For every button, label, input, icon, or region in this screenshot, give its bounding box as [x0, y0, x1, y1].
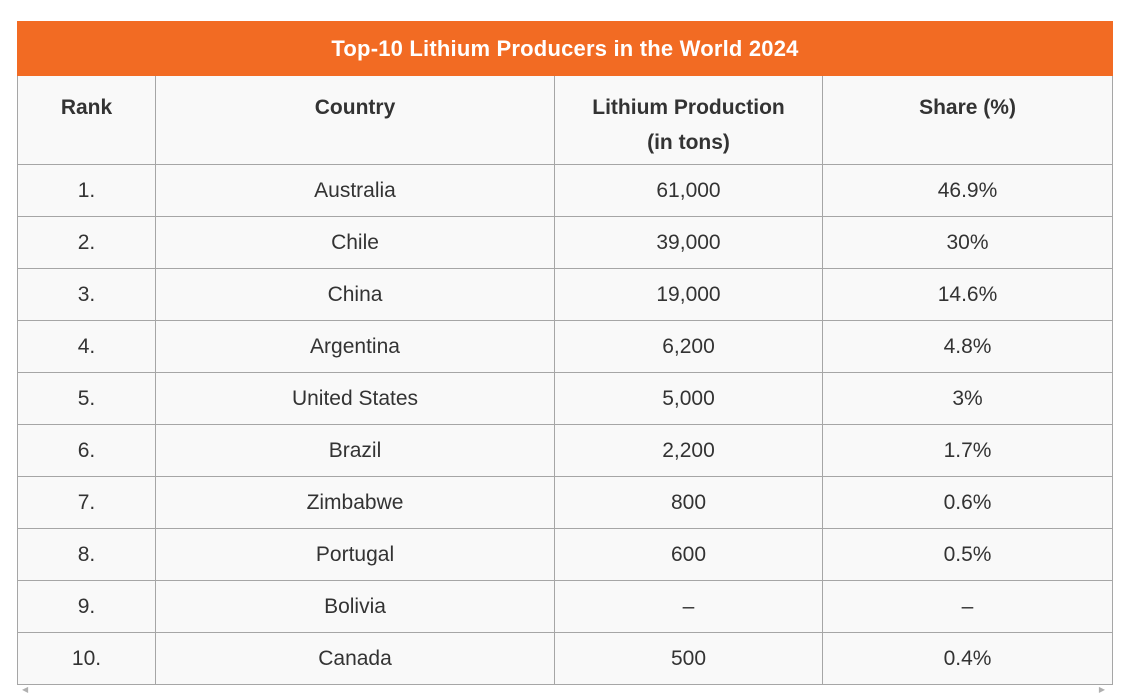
horizontal-scrollbar[interactable]: ◀ ▶: [0, 685, 1121, 695]
table-row: 8. Portugal 600 0.5%: [17, 528, 1114, 581]
cell-country: Brazil: [155, 424, 555, 477]
table-row: 1. Australia 61,000 46.9%: [17, 164, 1114, 217]
cell-rank: 3.: [17, 268, 156, 321]
cell-share: 14.6%: [821, 268, 1114, 321]
cell-rank: 10.: [17, 632, 156, 685]
cell-rank: 6.: [17, 424, 156, 477]
cell-share: 3%: [821, 372, 1114, 425]
table-row: 4. Argentina 6,200 4.8%: [17, 320, 1114, 373]
table-title: Top-10 Lithium Producers in the World 20…: [16, 21, 1114, 76]
cell-production: 61,000: [554, 164, 823, 217]
header-rank: Rank: [17, 75, 156, 165]
table-row: 5. United States 5,000 3%: [17, 372, 1114, 425]
cell-production: 600: [554, 528, 823, 581]
table-row: 7. Zimbabwe 800 0.6%: [17, 476, 1114, 529]
cell-share: 46.9%: [821, 164, 1114, 217]
header-production: Lithium Production (in tons): [554, 75, 823, 165]
header-share: Share (%): [821, 75, 1114, 165]
table-header-row: Rank Country Lithium Production (in tons…: [17, 75, 1114, 165]
cell-share: 4.8%: [821, 320, 1114, 373]
cell-rank: 4.: [17, 320, 156, 373]
cell-rank: 2.: [17, 216, 156, 269]
table-row: 6. Brazil 2,200 1.7%: [17, 424, 1114, 477]
cell-share: 0.6%: [821, 476, 1114, 529]
cell-rank: 7.: [17, 476, 156, 529]
cell-share: 0.5%: [821, 528, 1114, 581]
header-production-line2: (in tons): [647, 131, 730, 154]
cell-production: 6,200: [554, 320, 823, 373]
cell-country: United States: [155, 372, 555, 425]
header-country: Country: [155, 75, 555, 165]
cell-production: 2,200: [554, 424, 823, 477]
cell-country: Portugal: [155, 528, 555, 581]
table-row: 3. China 19,000 14.6%: [17, 268, 1114, 321]
table-title-row: Top-10 Lithium Producers in the World 20…: [16, 21, 1114, 76]
cell-country: Argentina: [155, 320, 555, 373]
cell-production: 500: [554, 632, 823, 685]
cell-production: 800: [554, 476, 823, 529]
cell-country: Australia: [155, 164, 555, 217]
scroll-right-arrow-icon[interactable]: ▶: [1098, 685, 1105, 694]
table-row: 9. Bolivia – –: [17, 580, 1114, 633]
cell-share: 30%: [821, 216, 1114, 269]
cell-production: –: [554, 580, 823, 633]
cell-rank: 5.: [17, 372, 156, 425]
lithium-producers-table: Top-10 Lithium Producers in the World 20…: [16, 21, 1114, 685]
scroll-left-arrow-icon[interactable]: ◀: [22, 685, 29, 694]
cell-share: 0.4%: [821, 632, 1114, 685]
cell-rank: 8.: [17, 528, 156, 581]
table-row: 2. Chile 39,000 30%: [17, 216, 1114, 269]
cell-production: 39,000: [554, 216, 823, 269]
cell-production: 5,000: [554, 372, 823, 425]
cell-rank: 9.: [17, 580, 156, 633]
cell-country: Bolivia: [155, 580, 555, 633]
header-production-line1: Lithium Production: [592, 96, 785, 119]
cell-production: 19,000: [554, 268, 823, 321]
cell-rank: 1.: [17, 164, 156, 217]
cell-share: 1.7%: [821, 424, 1114, 477]
cell-country: China: [155, 268, 555, 321]
cell-share: –: [821, 580, 1114, 633]
table-row: 10. Canada 500 0.4%: [17, 632, 1114, 685]
cell-country: Chile: [155, 216, 555, 269]
cell-country: Zimbabwe: [155, 476, 555, 529]
table-container: Top-10 Lithium Producers in the World 20…: [16, 21, 1114, 685]
cell-country: Canada: [155, 632, 555, 685]
